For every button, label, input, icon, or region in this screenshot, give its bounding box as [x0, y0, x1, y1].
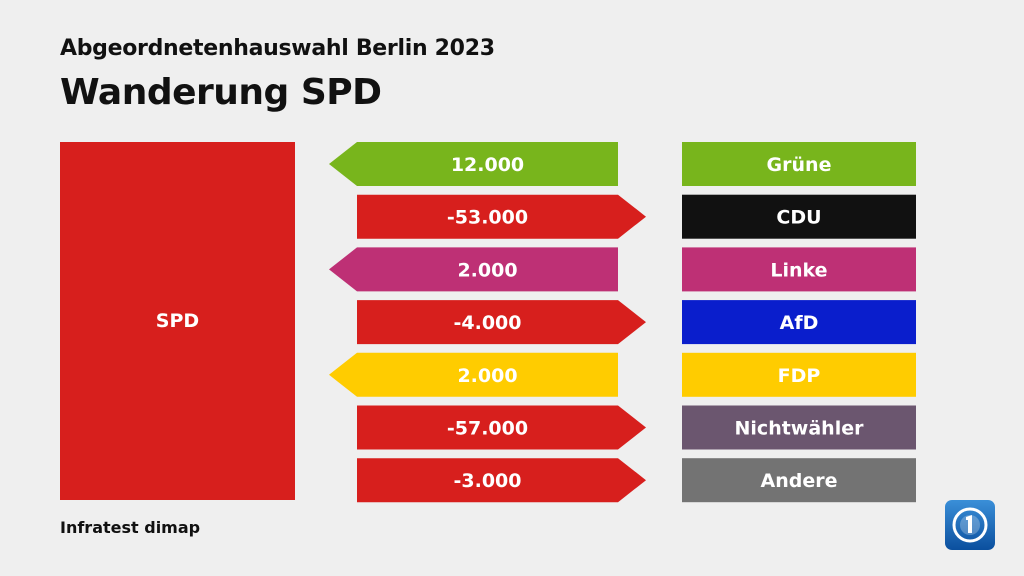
- party-box-label: SPD: [155, 310, 200, 332]
- party-label: Linke: [770, 259, 827, 281]
- party-box-spd: SPD: [60, 142, 295, 500]
- flow-arrow-grüne: [329, 142, 618, 186]
- party-label-box-cdu: [682, 194, 916, 239]
- chart-title: Wanderung SPD: [60, 72, 382, 113]
- flow-value-label: -3.000: [454, 470, 522, 492]
- party-label: FDP: [778, 365, 821, 387]
- party-label: CDU: [776, 207, 821, 229]
- flow-value-label: -53.000: [447, 207, 528, 229]
- flow-value-label: 2.000: [457, 259, 517, 281]
- source-label: Infratest dimap: [60, 518, 201, 537]
- party-label-box-linke: [682, 247, 916, 292]
- party-label: Nichtwähler: [735, 418, 865, 440]
- party-label-box-andere: [682, 458, 916, 503]
- tagesschau-logo-icon: [945, 500, 995, 550]
- flow-arrow-afd: [357, 300, 646, 345]
- flow-arrow-linke: [329, 247, 618, 292]
- party-label-box-afd: [682, 300, 916, 345]
- flow-value-label: 12.000: [451, 154, 524, 176]
- flow-value-label: -57.000: [447, 418, 528, 440]
- party-label-box-nichtwähler: [682, 405, 916, 450]
- party-label: Andere: [761, 470, 838, 492]
- party-label: AfD: [780, 312, 819, 334]
- flow-value-label: 2.000: [457, 365, 517, 387]
- flow-arrow-fdp: [329, 352, 618, 397]
- flow-arrow-nichtwähler: [357, 405, 646, 450]
- chart-subtitle: Abgeordnetenhauswahl Berlin 2023: [60, 36, 495, 61]
- flow-value-label: -4.000: [454, 312, 522, 334]
- party-label-box-fdp: [682, 352, 916, 397]
- party-label: Grüne: [767, 154, 832, 176]
- flow-arrow-cdu: [357, 194, 646, 239]
- flow-arrow-andere: [357, 458, 646, 503]
- party-label-box-grüne: [682, 142, 916, 186]
